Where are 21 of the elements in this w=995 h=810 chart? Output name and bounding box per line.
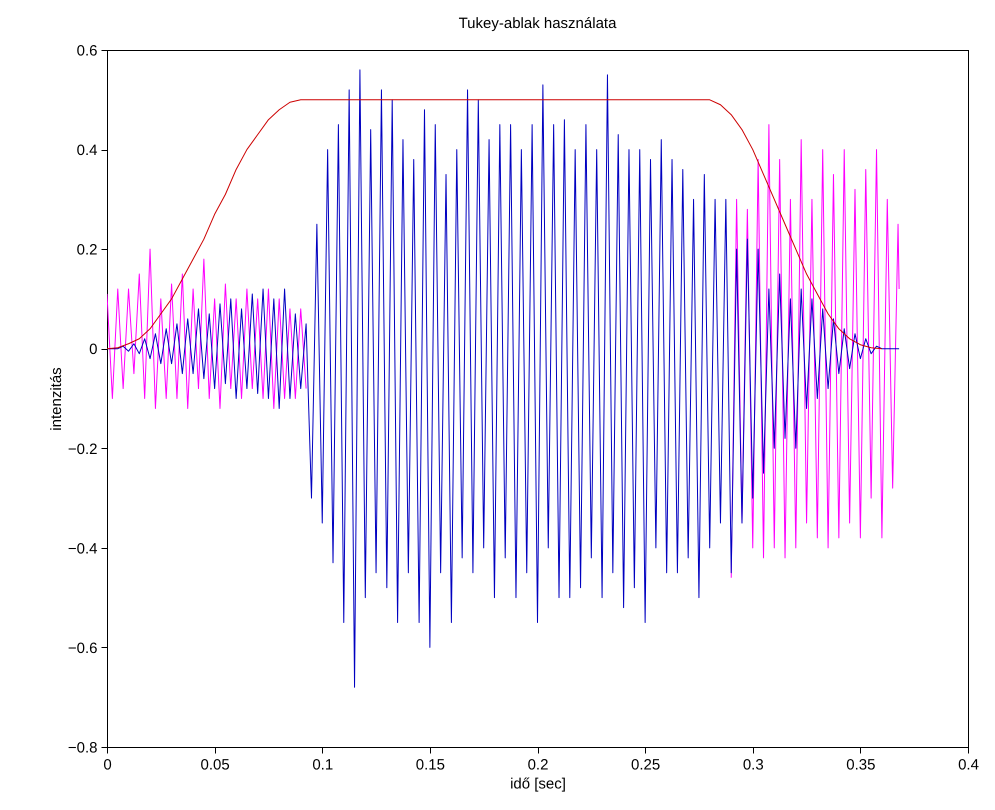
chart-title: Tukey-ablak használata: [458, 15, 618, 32]
line-series: [107, 99, 882, 350]
x-tick-label: 0.4: [958, 756, 979, 774]
x-tick-label: 0.25: [631, 756, 660, 774]
y-axis-title: intenzitás: [48, 367, 65, 431]
y-tick-label: 0.6: [76, 42, 98, 60]
x-tick-label: 0.2: [528, 756, 548, 774]
x-tick-label: 0: [103, 756, 112, 774]
x-tick-label: 0.15: [416, 756, 445, 774]
x-tick-label: 0.35: [846, 756, 876, 774]
x-tick-label: 0.1: [312, 756, 334, 774]
y-tick-label: −0.6: [68, 640, 98, 657]
x-tick-label: 0.05: [200, 756, 230, 774]
y-tick-label: 0.2: [76, 242, 98, 259]
x-axis-title: idő [sec]: [510, 776, 566, 792]
y-tick-label: −0.4: [68, 540, 98, 558]
x-tick-label: 0.3: [742, 756, 764, 774]
y-tick-label: −0.2: [68, 440, 98, 458]
y-tick-label: 0: [89, 341, 98, 358]
y-tick-label: −0.8: [68, 740, 98, 756]
y-tick-label: 0.4: [76, 142, 98, 160]
